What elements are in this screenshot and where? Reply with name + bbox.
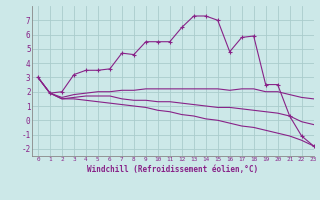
X-axis label: Windchill (Refroidissement éolien,°C): Windchill (Refroidissement éolien,°C) (87, 165, 258, 174)
